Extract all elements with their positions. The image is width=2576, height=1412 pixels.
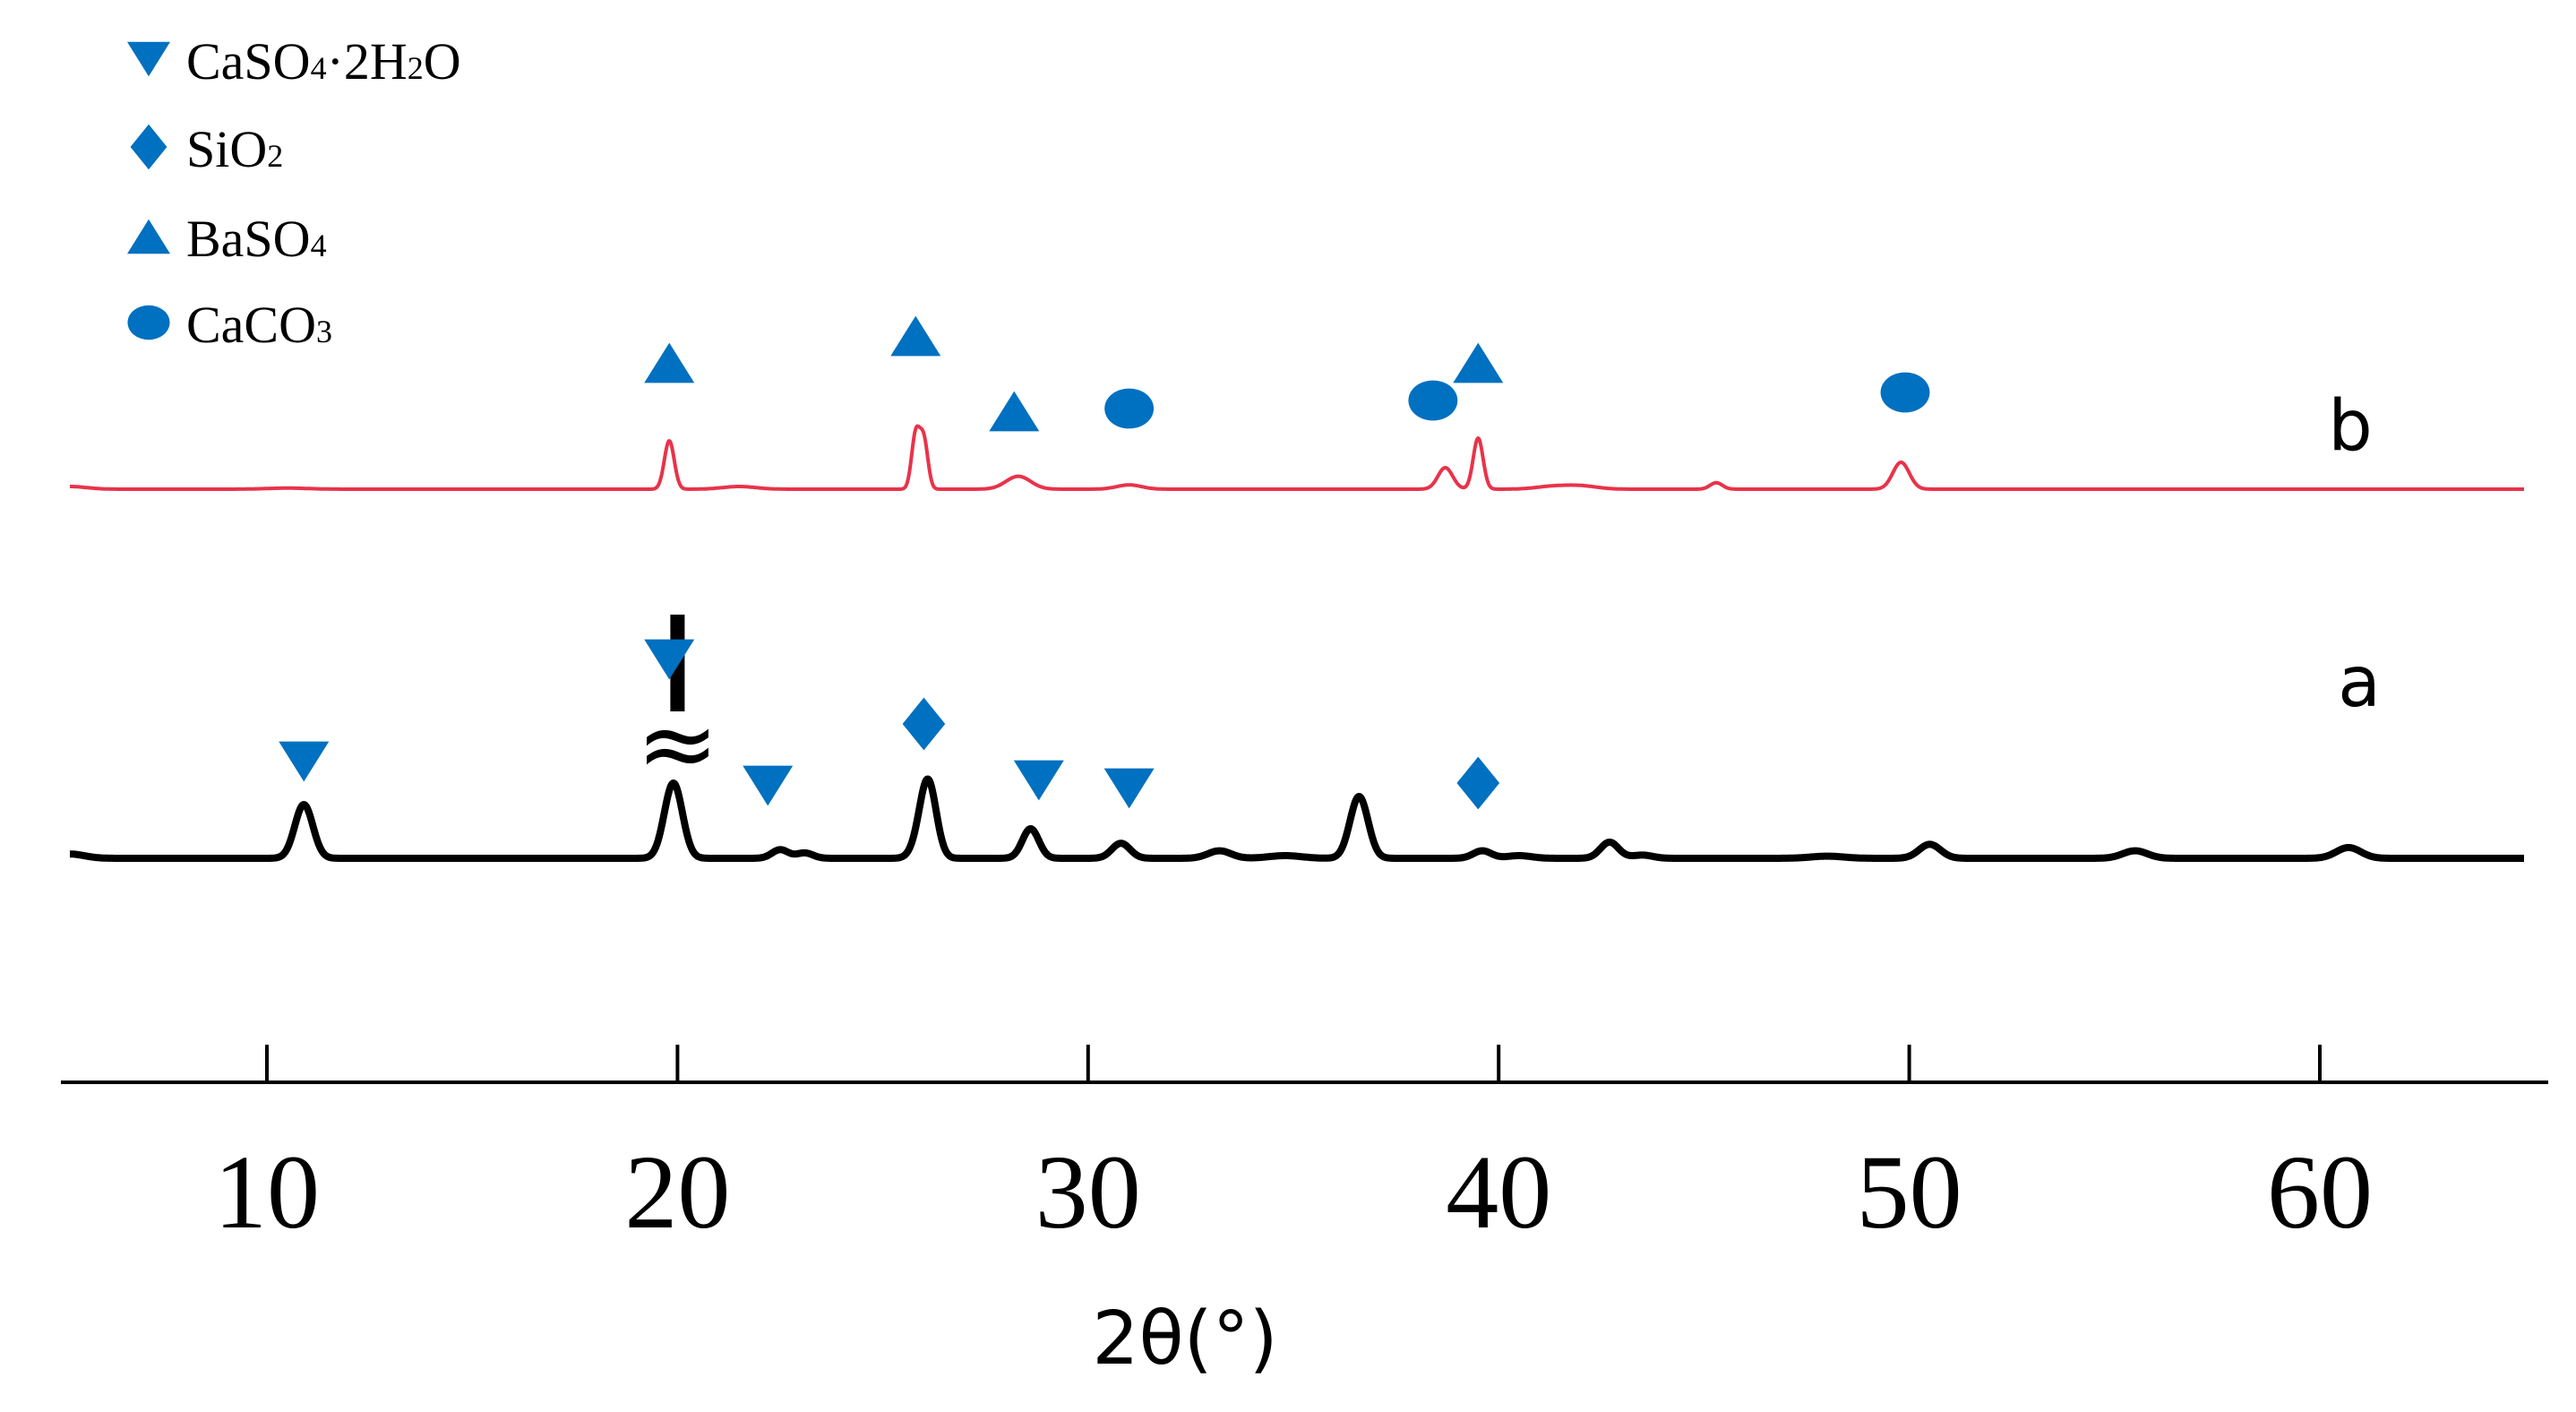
marker-a-triangle-down [1103, 768, 1155, 809]
marker-b-triangle-up [644, 342, 695, 383]
legend-item-barite: BaSO4 [127, 210, 327, 268]
axis-break-mark: ≈ [636, 686, 718, 801]
x-tick-label: 20 [624, 1133, 730, 1251]
marker-b-circle [1408, 380, 1458, 421]
legend-marker-diamond [130, 124, 167, 170]
marker-a-triangle-down [644, 639, 695, 680]
phase-markers [279, 315, 1930, 810]
curve-label-b: b [2328, 386, 2373, 467]
x-tick-label: 50 [1857, 1133, 1962, 1251]
marker-b-circle [1104, 388, 1155, 429]
break-gap [647, 713, 708, 767]
legend-label: CaSO4·2H2O [186, 32, 461, 90]
marker-a-triangle-down [743, 765, 794, 806]
legend-item-silica: SiO2 [130, 120, 283, 178]
legend-marker-triangle-down [127, 41, 170, 77]
marker-b-circle [1880, 372, 1930, 413]
marker-b-triangle-up [1453, 342, 1504, 383]
diffraction-curves: ≈ [67, 424, 2527, 862]
legend-label: SiO2 [186, 120, 283, 178]
legend-label: BaSO4 [186, 210, 327, 268]
marker-a-triangle-down [1013, 760, 1064, 801]
x-axis-ticks: 10 20 30 40 50 60 [214, 1045, 2373, 1251]
x-tick-label: 10 [214, 1133, 320, 1251]
x-tick-label: 30 [1035, 1133, 1141, 1251]
legend-label: CaCO3 [186, 296, 332, 354]
x-tick-label: 60 [2267, 1133, 2373, 1251]
curve-label-a: a [2338, 642, 2381, 723]
marker-b-triangle-up [890, 315, 941, 357]
curve-a [67, 775, 2527, 862]
legend-marker-circle [127, 305, 170, 340]
marker-b-triangle-up [989, 391, 1040, 432]
curve-labels: b a [2328, 386, 2381, 723]
x-tick-label: 40 [1446, 1133, 1551, 1251]
marker-a-diamond [1456, 756, 1500, 810]
x-axis: 10 20 30 40 50 60 2θ(°) [61, 1045, 2548, 1382]
legend-item-gypsum: CaSO4·2H2O [127, 32, 461, 90]
marker-a-diamond [902, 697, 946, 751]
legend-marker-triangle-up [127, 219, 170, 254]
legend-item-calcite: CaCO3 [127, 296, 332, 354]
x-axis-title: 2θ(°) [1092, 1296, 1277, 1382]
legend: CaSO4·2H2O SiO2 BaSO4 CaCO3 [127, 32, 461, 354]
curve-b [69, 424, 2525, 491]
plot-area: ≈ b a [67, 315, 2527, 862]
marker-a-triangle-down [279, 741, 330, 782]
